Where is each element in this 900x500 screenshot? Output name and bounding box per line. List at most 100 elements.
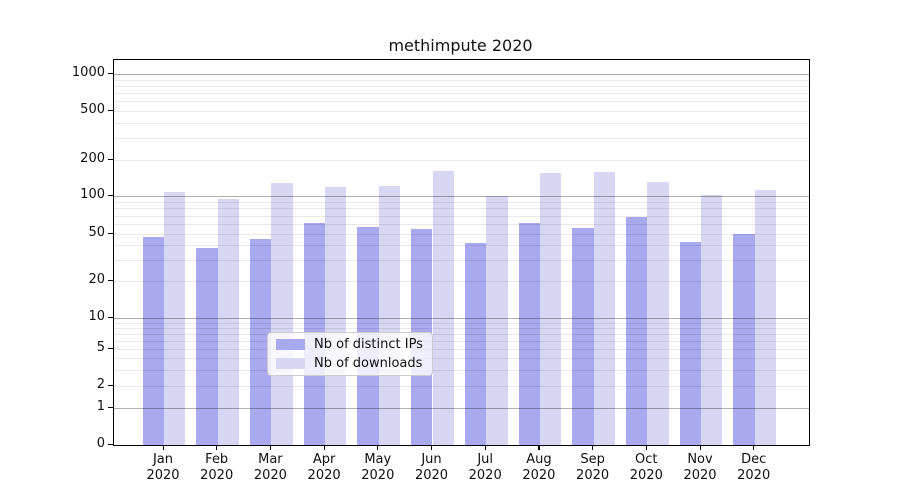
x-tick-label-year: 2020 (414, 468, 449, 483)
x-tick-label-year: 2020 (683, 468, 717, 483)
x-tick (377, 445, 379, 450)
y-tick (108, 279, 113, 281)
bar-downloads (486, 196, 508, 445)
minor-gridline (114, 322, 809, 324)
minor-gridline (114, 101, 809, 103)
x-tick (431, 445, 433, 450)
x-tick-label-month: Jun (421, 452, 442, 467)
minor-gridline (114, 327, 809, 329)
bar-downloads (325, 186, 347, 445)
bar-distinct-ips (250, 239, 272, 445)
y-tick (108, 384, 113, 386)
y-tick (108, 443, 113, 445)
x-tick (699, 445, 701, 450)
bar-downloads (164, 191, 186, 445)
minor-gridline (114, 349, 809, 350)
minor-gridline (114, 224, 809, 225)
x-tick-label-month: Feb (205, 452, 229, 467)
y-tick-label: 5 (96, 340, 105, 355)
bar-distinct-ips (464, 242, 487, 445)
minor-gridline (114, 79, 809, 81)
minor-gridline (114, 340, 809, 342)
y-tick (108, 347, 113, 349)
y-tick (108, 194, 113, 196)
x-tick-label-year: 2020 (737, 468, 771, 483)
minor-gridline (114, 260, 809, 262)
x-tick-label-year: 2020 (468, 468, 502, 483)
minor-gridline (114, 369, 809, 371)
chart-title: methimpute 2020 (388, 36, 533, 55)
bar-downloads (754, 190, 777, 445)
legend-label-downloads: Nb of downloads (314, 356, 423, 371)
legend-label-distinct-ips: Nb of distinct IPs (314, 337, 423, 352)
minor-gridline (114, 281, 809, 282)
bar-distinct-ips (625, 217, 648, 445)
bar-downloads (432, 170, 454, 445)
y-tick-label: 1 (96, 399, 105, 414)
bar-downloads (593, 171, 615, 445)
y-tick (108, 72, 113, 74)
y-tick (108, 406, 113, 408)
minor-gridline (114, 201, 809, 203)
major-gridline (114, 408, 809, 409)
bar-distinct-ips (733, 234, 755, 445)
bar-downloads (539, 173, 562, 445)
minor-gridline (114, 85, 809, 87)
bar-distinct-ips (518, 223, 540, 445)
x-tick-label-year: 2020 (522, 468, 556, 483)
legend-item-downloads: Nb of downloads (268, 356, 432, 371)
y-tick (108, 158, 113, 160)
bar-downloads (271, 182, 293, 445)
x-tick-label-month: Oct (635, 452, 658, 467)
y-tick-label: 500 (80, 102, 105, 117)
minor-gridline (114, 138, 809, 140)
bar-distinct-ips (679, 241, 701, 445)
y-tick-label: 200 (80, 151, 105, 166)
minor-gridline (114, 245, 809, 247)
minor-gridline (114, 160, 809, 161)
y-tick-label: 1000 (71, 65, 105, 80)
bar-downloads (701, 194, 723, 445)
minor-gridline (114, 358, 809, 359)
plot-area (113, 59, 810, 446)
minor-gridline (114, 215, 809, 217)
major-gridline (114, 74, 809, 75)
minor-gridline (114, 234, 809, 235)
bar-distinct-ips (572, 227, 594, 445)
legend: Nb of distinct IPs Nb of downloads (267, 332, 433, 376)
y-tick-label: 0 (96, 436, 105, 451)
y-tick (108, 316, 113, 318)
x-tick (753, 445, 755, 450)
x-tick-label-month: Apr (312, 452, 336, 467)
x-tick-label-year: 2020 (146, 468, 180, 483)
minor-gridline (114, 208, 809, 210)
x-tick-label-month: Jan (152, 452, 174, 467)
x-tick-label-year: 2020 (629, 468, 663, 483)
legend-swatch-downloads-icon (276, 358, 305, 369)
bar-downloads (378, 185, 401, 445)
x-tick-label-year: 2020 (253, 468, 287, 483)
major-gridline (114, 196, 809, 197)
bar-distinct-ips (142, 237, 164, 445)
y-tick-label: 100 (80, 187, 105, 202)
x-tick (323, 445, 325, 450)
minor-gridline (114, 122, 809, 124)
x-tick-label-month: Dec (741, 452, 767, 467)
minor-gridline (114, 333, 809, 335)
x-tick (269, 445, 272, 450)
minor-gridline (114, 111, 809, 112)
y-tick (108, 232, 113, 234)
x-tick-label-month: Sep (580, 452, 605, 467)
x-tick-label-year: 2020 (361, 468, 395, 483)
bar-downloads (217, 199, 240, 445)
x-tick (484, 445, 486, 450)
x-tick (538, 445, 540, 450)
x-tick-label-month: Nov (687, 452, 713, 467)
x-tick (592, 445, 594, 450)
legend-swatch-distinct-ips-icon (276, 339, 305, 350)
bar-distinct-ips (196, 248, 218, 445)
y-tick-label: 2 (96, 377, 105, 392)
major-gridline (114, 318, 809, 319)
x-tick (645, 445, 647, 450)
